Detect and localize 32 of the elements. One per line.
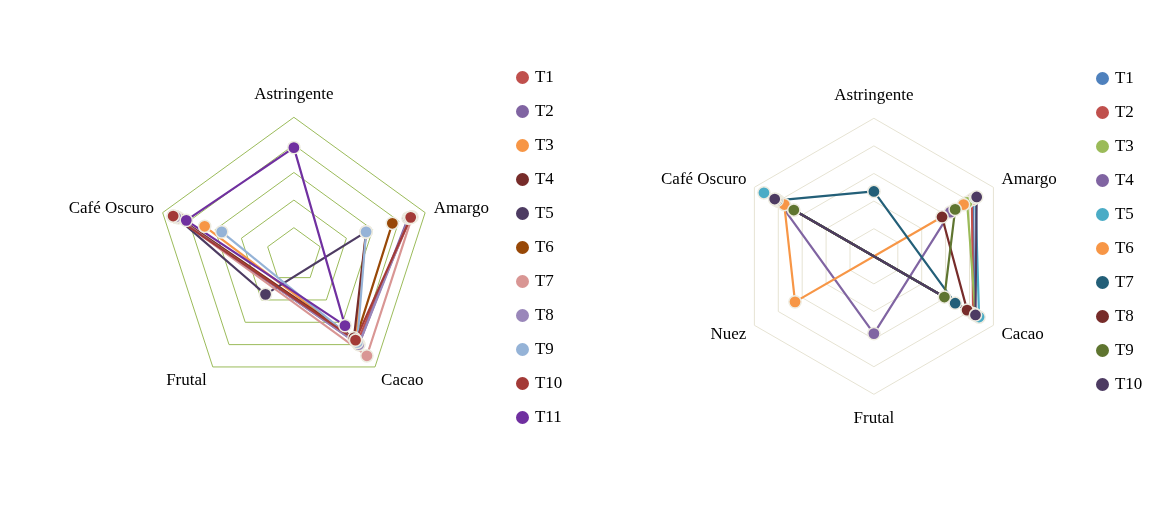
legend-label: T7 (534, 271, 554, 291)
spoke-label: Café Oscuro (661, 169, 747, 189)
legend-label: T10 (1114, 374, 1143, 394)
legend-label: T3 (1114, 136, 1134, 156)
spoke-label: Frutal (166, 370, 207, 390)
legend-label: T2 (1114, 102, 1134, 122)
legend-label: T7 (1114, 272, 1134, 292)
spoke-label: Cacao (381, 370, 424, 390)
legend-label: T9 (1114, 340, 1134, 360)
spoke-label: Cacao (1001, 323, 1044, 343)
spoke-label: Frutal (853, 407, 895, 427)
spoke-label: Amargo (433, 197, 490, 217)
legend-label: T8 (1114, 306, 1134, 326)
legend-label: T6 (1114, 238, 1134, 258)
legend-label: T5 (534, 203, 554, 223)
legend-label: T8 (534, 305, 554, 325)
legend-label: T9 (534, 339, 554, 359)
legend-label: T2 (534, 101, 554, 121)
legend-label: T4 (534, 169, 555, 189)
legend-label: T5 (1114, 204, 1134, 224)
legend-label: T11 (534, 407, 562, 427)
spoke-label: Astringente (834, 84, 914, 104)
legend-label: T1 (1114, 68, 1134, 88)
spoke-label: Astringente (254, 83, 334, 103)
spoke-label: Amargo (1001, 169, 1057, 189)
legend-label: T6 (534, 237, 554, 257)
legend-label: T1 (534, 67, 554, 87)
legend-label: T10 (534, 373, 563, 393)
legend-label: T4 (1114, 170, 1135, 190)
legend-label: T3 (534, 135, 554, 155)
spoke-label: Nuez (710, 323, 747, 343)
spoke-label: Café Oscuro (68, 197, 155, 217)
